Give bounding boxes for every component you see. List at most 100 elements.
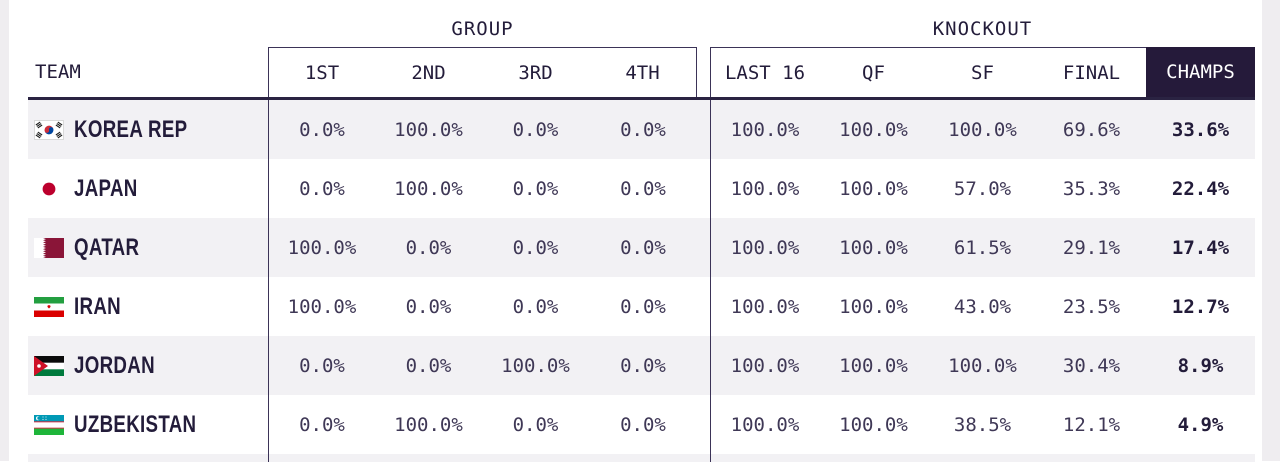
cell-2nd: 100.0% <box>394 118 463 141</box>
cell-2nd: 0.0% <box>405 354 452 377</box>
cell-4th: 0.0% <box>620 177 666 200</box>
table-row: IRAN 100.0% 0.0% 0.0% 0.0% 100.0% 100.0%… <box>28 277 1255 336</box>
flag-qatar-icon <box>34 237 64 258</box>
cell-champs: 17.4% <box>1171 236 1230 259</box>
row-gap <box>697 218 710 277</box>
row-gap <box>697 277 710 336</box>
cell-final: 30.4% <box>1062 354 1121 377</box>
cell-1st: 0.0% <box>268 395 375 454</box>
column-header-3rd: 3RD <box>482 47 589 97</box>
team-cell: QATAR <box>28 218 268 277</box>
cell-3rd: 0.0% <box>512 413 559 436</box>
cell-champs: 22.4% <box>1171 177 1230 200</box>
cell-sf: 57.0% <box>953 177 1012 200</box>
table-row: UZBEKISTAN 0.0% 100.0% 0.0% 0.0% 100.0% … <box>28 395 1255 454</box>
cell-last16: 100.0% <box>710 277 819 336</box>
cell-qf: 100.0% <box>839 354 908 377</box>
table-row-partial <box>28 454 1255 462</box>
table-header-row: TEAM 1ST 2ND 3RD 4TH LAST 16 QF SF FINAL… <box>28 47 1255 100</box>
team-cell: KOREA REP <box>28 100 268 159</box>
cell-champs: 4.9% <box>1177 413 1224 436</box>
cell-champs: 33.6% <box>1171 118 1230 141</box>
cell-qf: 100.0% <box>839 118 908 141</box>
column-header-qf: QF <box>819 47 928 97</box>
team-cell: JAPAN <box>28 159 268 218</box>
cell-sf: 38.5% <box>953 413 1012 436</box>
cell-3rd: 100.0% <box>501 354 570 377</box>
cell-1st: 0.0% <box>268 336 375 395</box>
table-row: JORDAN 0.0% 0.0% 100.0% 0.0% 100.0% 100.… <box>28 336 1255 395</box>
cell-sf: 61.5% <box>953 236 1012 259</box>
team-name: KOREA REP <box>74 115 188 143</box>
cell-final: 69.6% <box>1062 118 1121 141</box>
team-name: JORDAN <box>74 351 155 379</box>
group-section-label: GROUP <box>451 18 514 40</box>
flag-jordan-icon <box>34 355 64 376</box>
cell-1st: 100.0% <box>268 218 375 277</box>
cell-1st: 0.0% <box>268 159 375 218</box>
column-header-1st: 1ST <box>268 47 375 97</box>
cell-qf: 100.0% <box>839 295 908 318</box>
column-header-2nd: 2ND <box>375 47 482 97</box>
column-header-final: FINAL <box>1037 47 1146 97</box>
flag-iran-icon <box>34 296 64 317</box>
team-name: IRAN <box>74 292 122 320</box>
cell-final: 35.3% <box>1062 177 1121 200</box>
cell-4th: 0.0% <box>620 354 666 377</box>
table-row: QATAR 100.0% 0.0% 0.0% 0.0% 100.0% 100.0… <box>28 218 1255 277</box>
cell-last16: 100.0% <box>710 218 819 277</box>
column-header-sf: SF <box>928 47 1037 97</box>
table-row: JAPAN 0.0% 100.0% 0.0% 0.0% 100.0% 100.0… <box>28 159 1255 218</box>
column-header-team: TEAM <box>35 61 81 83</box>
table-row: KOREA REP 0.0% 100.0% 0.0% 0.0% 100.0% 1… <box>28 100 1255 159</box>
flag-japan-icon <box>34 179 64 199</box>
cell-champs: 12.7% <box>1171 295 1230 318</box>
cell-sf: 100.0% <box>948 354 1017 377</box>
row-gap <box>697 100 710 159</box>
row-gap <box>697 159 710 218</box>
cell-2nd: 0.0% <box>405 236 452 259</box>
cell-1st: 100.0% <box>268 277 375 336</box>
knockout-section-label: KNOCKOUT <box>932 18 1033 40</box>
team-cell: UZBEKISTAN <box>28 395 268 454</box>
cell-4th: 0.0% <box>620 413 666 436</box>
team-name: JAPAN <box>74 174 138 202</box>
team-name: QATAR <box>74 233 140 261</box>
cell-last16: 100.0% <box>710 100 819 159</box>
cell-1st: 0.0% <box>268 100 375 159</box>
cell-qf: 100.0% <box>839 236 908 259</box>
header-gap <box>697 47 710 97</box>
cell-final: 12.1% <box>1062 413 1121 436</box>
cell-final: 23.5% <box>1062 295 1121 318</box>
cell-last16: 100.0% <box>710 336 819 395</box>
cell-3rd: 0.0% <box>512 236 559 259</box>
cell-last16: 100.0% <box>710 159 819 218</box>
cell-3rd: 0.0% <box>512 118 559 141</box>
team-cell: JORDAN <box>28 336 268 395</box>
cell-3rd: 0.0% <box>512 177 559 200</box>
cell-2nd: 100.0% <box>394 413 463 436</box>
row-gap <box>697 395 710 454</box>
cell-4th: 0.0% <box>620 295 666 318</box>
row-gap <box>697 336 710 395</box>
column-header-4th: 4TH <box>589 47 697 97</box>
page-gutter-right <box>1262 0 1280 461</box>
cell-2nd: 0.0% <box>405 295 452 318</box>
cell-sf: 43.0% <box>953 295 1012 318</box>
column-header-champs: CHAMPS <box>1146 47 1255 97</box>
cell-3rd: 0.0% <box>512 295 559 318</box>
page-gutter-left <box>0 0 9 461</box>
cell-qf: 100.0% <box>839 177 908 200</box>
cell-sf: 100.0% <box>948 118 1017 141</box>
cell-4th: 0.0% <box>620 236 666 259</box>
cell-final: 29.1% <box>1062 236 1121 259</box>
flag-uzbekistan-icon <box>34 414 64 435</box>
team-cell: IRAN <box>28 277 268 336</box>
column-header-last16: LAST 16 <box>710 47 819 97</box>
cell-2nd: 100.0% <box>394 177 463 200</box>
probability-table: TEAM 1ST 2ND 3RD 4TH LAST 16 QF SF FINAL… <box>28 47 1255 462</box>
flag-korea-rep-icon <box>34 119 64 140</box>
cell-champs: 8.9% <box>1177 354 1224 377</box>
cell-qf: 100.0% <box>839 413 908 436</box>
cell-4th: 0.0% <box>620 118 666 141</box>
